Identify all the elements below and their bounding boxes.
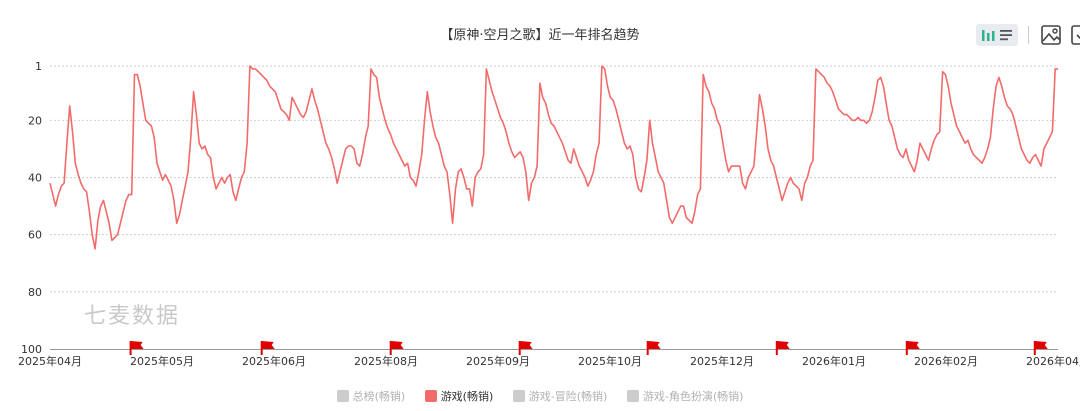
list-icon[interactable] xyxy=(998,27,1014,43)
x-tick-label: 2025年04月 xyxy=(18,354,82,368)
legend-item-games[interactable]: 游戏(畅销) xyxy=(424,388,494,404)
event-flag-icon xyxy=(389,341,404,355)
x-tick-label: 2025年06月 xyxy=(242,354,306,368)
view-toggle[interactable] xyxy=(976,24,1018,46)
y-tick-label: 40 xyxy=(28,171,42,184)
chart-title: 【原神·空月之歌】近一年排名趋势 xyxy=(440,28,640,43)
legend-label: 游戏(畅销) xyxy=(440,390,494,403)
y-tick-label: 60 xyxy=(28,229,42,242)
legend-item-adventure[interactable]: 游戏-冒险(畅销) xyxy=(512,388,608,404)
event-flag-icon xyxy=(775,341,790,355)
x-tick-label: 2025年08月 xyxy=(354,354,418,368)
x-tick-label: 2026年02月 xyxy=(914,354,978,368)
x-tick-label: 2025年10月 xyxy=(578,354,642,368)
download-icon[interactable] xyxy=(1070,24,1080,46)
series-line-games xyxy=(49,65,1058,250)
y-tick-label: 100 xyxy=(21,343,42,356)
image-icon[interactable] xyxy=(1040,24,1062,46)
event-flag-icon xyxy=(905,341,920,355)
x-tick-label: 2025年05月 xyxy=(130,354,194,368)
legend-swatch xyxy=(424,390,437,402)
event-flag-icon xyxy=(1033,341,1048,355)
watermark-text: 七麦数据 xyxy=(84,304,181,329)
event-flag-icon xyxy=(646,341,661,355)
legend-label: 总榜(畅销) xyxy=(352,390,406,403)
x-tick-label: 2025年09月 xyxy=(466,354,530,368)
legend-label: 游戏-冒险(畅销) xyxy=(528,390,608,403)
event-flag-icon xyxy=(260,341,275,355)
chart-legend: 总榜(畅销) 游戏(畅销) 游戏-冒险(畅销) 游戏-角色扮演(畅销) xyxy=(0,388,1080,404)
x-tick-label: 2025年12月 xyxy=(690,354,754,368)
legend-item-rpg[interactable]: 游戏-角色扮演(畅销) xyxy=(626,388,744,404)
legend-swatch xyxy=(512,390,525,402)
event-flag-icon xyxy=(518,341,533,355)
legend-swatch xyxy=(336,390,349,402)
y-tick-label: 1 xyxy=(35,60,42,73)
legend-label: 游戏-角色扮演(畅销) xyxy=(642,390,744,403)
legend-swatch xyxy=(626,390,639,402)
y-tick-label: 80 xyxy=(28,286,42,299)
toolbar-divider xyxy=(1028,26,1029,44)
x-tick-label: 2026年04月 xyxy=(1026,354,1080,368)
x-tick-label: 2026年01月 xyxy=(802,354,866,368)
bar-chart-icon[interactable] xyxy=(980,27,998,43)
legend-item-overall[interactable]: 总榜(畅销) xyxy=(336,388,406,404)
y-tick-label: 20 xyxy=(28,114,42,127)
event-flag-icon xyxy=(129,341,144,355)
